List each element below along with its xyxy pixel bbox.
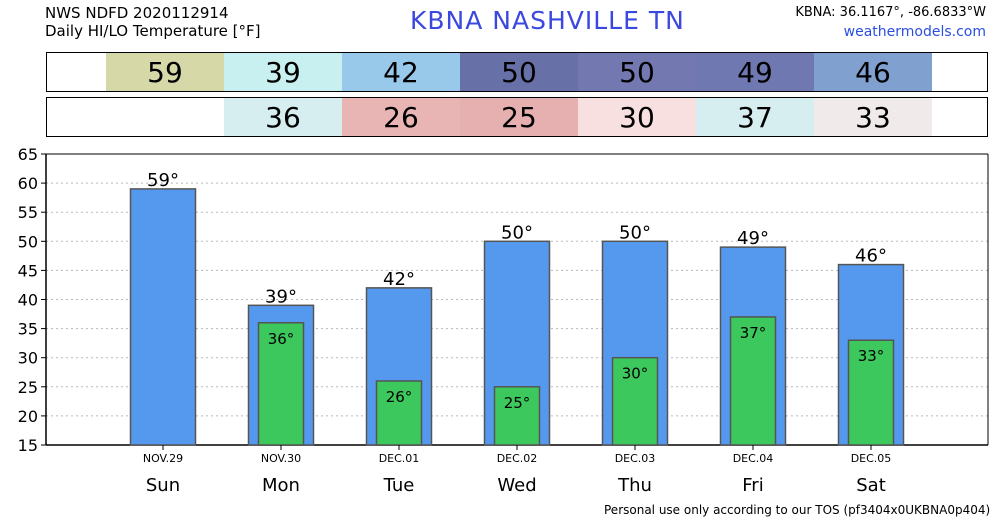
high-temp-cell: 39 [224, 53, 342, 91]
high-temp-cell: 46 [814, 53, 932, 91]
high-temperature-strip: 59 39 42 50 50 49 46 [46, 52, 988, 92]
date-label: DEC.02 [497, 452, 538, 465]
low-temp-bar [611, 356, 659, 446]
station-coordinates: KBNA: 36.1167°, -86.6833°W [795, 5, 986, 20]
y-tick-label: 50 [18, 232, 38, 251]
y-tick-label: 25 [18, 378, 38, 397]
low-temperature-strip: 36 26 25 30 37 33 [46, 97, 988, 137]
low-temp-bar [493, 386, 541, 446]
low-temp-cell [106, 98, 224, 136]
day-label: Tue [383, 475, 415, 496]
low-temp-cell: 33 [814, 98, 932, 136]
high-temp-label: 50° [501, 222, 533, 243]
high-temp-cell: 59 [106, 53, 224, 91]
high-temp-cell: 50 [578, 53, 696, 91]
high-temp-label: 59° [147, 170, 179, 191]
y-tick-label: 15 [18, 436, 38, 455]
high-temp-label: 42° [383, 269, 415, 290]
high-temp-cell: 49 [696, 53, 814, 91]
low-temp-bar [729, 316, 777, 446]
low-temp-bar [257, 322, 305, 446]
day-label: Fri [742, 475, 763, 496]
date-label: DEC.04 [733, 452, 774, 465]
y-tick-label: 35 [18, 320, 38, 339]
date-label: DEC.03 [615, 452, 656, 465]
day-label: Thu [617, 475, 652, 496]
low-temp-bar [847, 339, 895, 446]
low-temp-label: 26° [386, 388, 413, 406]
high-temp-label: 50° [619, 222, 651, 243]
y-tick-label: 45 [18, 261, 38, 280]
date-label: NOV.29 [143, 452, 183, 465]
low-temp-cell: 36 [224, 98, 342, 136]
low-temp-label: 33° [858, 347, 885, 365]
day-label: Mon [262, 475, 300, 496]
site-link[interactable]: weathermodels.com [843, 24, 986, 40]
low-temp-cell: 25 [460, 98, 578, 136]
low-temp-label: 36° [268, 330, 295, 348]
y-tick-label: 40 [18, 291, 38, 310]
date-label: DEC.05 [851, 452, 892, 465]
y-tick-label: 65 [18, 145, 38, 164]
low-temp-label: 30° [622, 365, 649, 383]
high-temp-cell: 50 [460, 53, 578, 91]
station-name: KBNA NASHVILLE TN [410, 6, 685, 35]
chart-subtitle: Daily HI/LO Temperature [°F] [45, 22, 261, 40]
day-label: Wed [497, 475, 536, 496]
low-temp-cell: 30 [578, 98, 696, 136]
high-temp-bar [129, 188, 197, 446]
low-temp-cell: 26 [342, 98, 460, 136]
y-tick-label: 30 [18, 349, 38, 368]
high-temp-cell: 42 [342, 53, 460, 91]
low-temp-label: 25° [504, 394, 531, 412]
low-temp-cell: 37 [696, 98, 814, 136]
y-tick-label: 60 [18, 174, 38, 193]
tos-footer: Personal use only according to our TOS (… [604, 503, 991, 517]
high-temp-label: 39° [265, 286, 297, 307]
day-label: Sat [856, 475, 886, 496]
date-label: NOV.30 [261, 452, 301, 465]
date-label: DEC.01 [379, 452, 420, 465]
y-tick-label: 55 [18, 203, 38, 222]
product-title: NWS NDFD 2020112914 [45, 4, 229, 22]
low-temp-label: 37° [740, 324, 767, 342]
day-label: Sun [146, 475, 180, 496]
y-tick-label: 20 [18, 407, 38, 426]
high-temp-label: 49° [737, 228, 769, 249]
high-temp-label: 46° [855, 246, 887, 267]
